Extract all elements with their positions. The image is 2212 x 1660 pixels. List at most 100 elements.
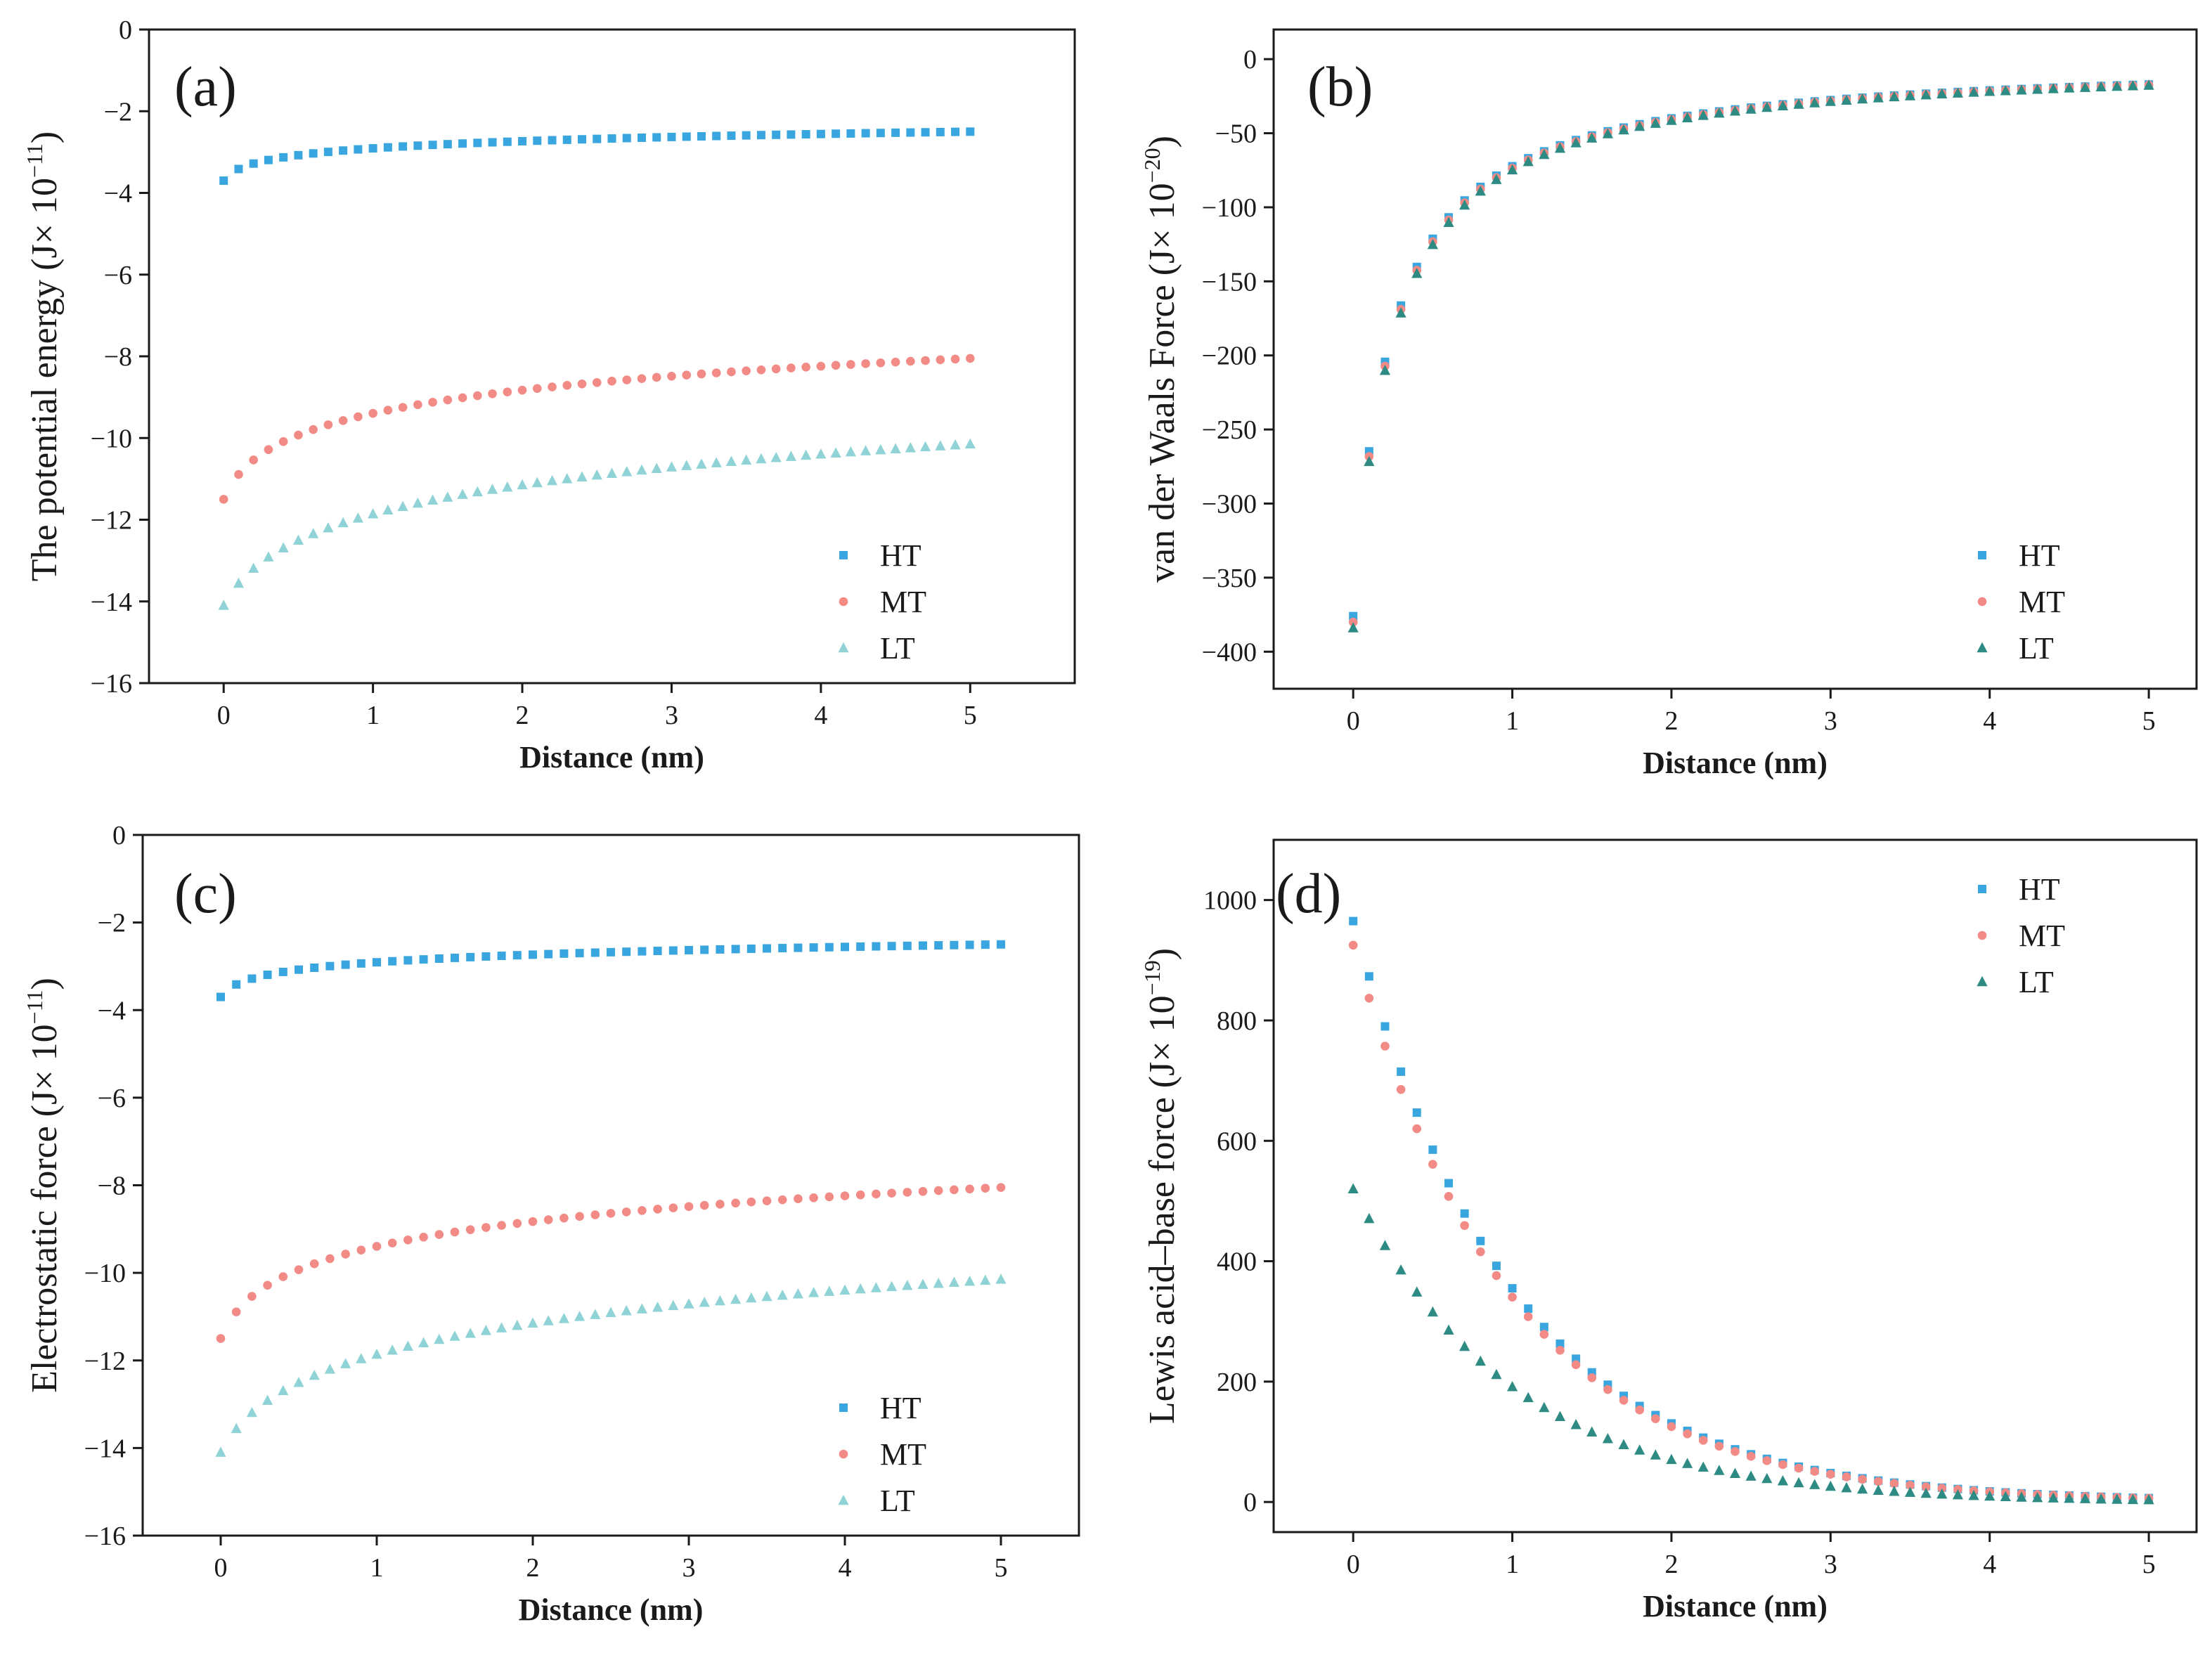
- y-tick-label: −50: [1215, 119, 1257, 149]
- data-point: [681, 460, 692, 470]
- data-point: [653, 947, 662, 956]
- plot-frame: [141, 834, 1080, 1537]
- y-tick-label: −12: [91, 506, 132, 536]
- data-point: [1842, 1472, 1851, 1481]
- y-tick-label: −2: [104, 97, 132, 127]
- data-point: [794, 943, 803, 952]
- x-tick-label: 0: [1347, 706, 1360, 736]
- data-point: [249, 159, 258, 168]
- data-point: [1794, 1463, 1804, 1473]
- data-point: [839, 1284, 850, 1295]
- data-point: [1841, 94, 1852, 105]
- data-point: [387, 1344, 398, 1355]
- data-point: [533, 136, 542, 145]
- data-point: [771, 364, 781, 374]
- x-axis-title: Distance (nm): [1643, 746, 1828, 780]
- data-point: [785, 450, 796, 461]
- data-point: [948, 1276, 959, 1287]
- legend-marker: [838, 1494, 849, 1505]
- data-point: [264, 445, 273, 455]
- data-point: [2111, 1493, 2123, 1504]
- data-point: [636, 1303, 647, 1314]
- data-point: [1809, 97, 1820, 108]
- y-tick-label: −8: [98, 1172, 126, 1201]
- data-point: [1587, 1373, 1597, 1382]
- data-point: [950, 439, 961, 450]
- data-point: [1746, 1451, 1756, 1461]
- data-point: [497, 952, 506, 961]
- x-tick-label: 1: [370, 1553, 384, 1583]
- data-point: [787, 130, 796, 139]
- data-point: [1459, 1340, 1470, 1351]
- data-point: [855, 1190, 865, 1200]
- y-tick-label: −200: [1202, 342, 1257, 371]
- data-point: [1379, 365, 1391, 375]
- legend-marker: [1977, 930, 1987, 940]
- data-point: [443, 395, 453, 405]
- data-point: [496, 1322, 507, 1332]
- data-point: [607, 134, 616, 143]
- data-point: [861, 129, 870, 138]
- data-point: [607, 947, 615, 957]
- data-point: [1475, 1355, 1486, 1366]
- data-point: [574, 1311, 586, 1321]
- x-tick-label: 5: [2142, 706, 2156, 736]
- legend-label: HT: [880, 1391, 921, 1425]
- x-tick-label: 3: [1824, 1550, 1837, 1579]
- data-point: [716, 1200, 725, 1209]
- data-point: [716, 945, 725, 954]
- data-point: [756, 365, 766, 375]
- data-point: [1666, 1453, 1677, 1465]
- data-point: [935, 440, 946, 450]
- legend-label: LT: [880, 1484, 915, 1518]
- data-point: [637, 133, 646, 142]
- data-point: [794, 1194, 803, 1204]
- y-tick-label: 200: [1217, 1368, 1257, 1397]
- data-point: [622, 375, 632, 384]
- data-point: [373, 958, 381, 967]
- data-point: [906, 356, 915, 366]
- legend-marker: [1977, 975, 1988, 987]
- data-point: [323, 420, 333, 429]
- data-point: [434, 1230, 444, 1239]
- y-tick-label: −2: [98, 909, 126, 938]
- data-point: [382, 504, 394, 515]
- legend-marker: [839, 597, 848, 607]
- data-point: [711, 457, 722, 467]
- x-tick-label: 5: [964, 701, 977, 730]
- data-point: [622, 947, 631, 957]
- data-point: [1475, 1247, 1485, 1257]
- data-point: [652, 372, 661, 382]
- data-point: [1936, 1488, 1948, 1499]
- data-point: [870, 1282, 881, 1292]
- data-point: [1554, 1411, 1566, 1422]
- data-point: [247, 974, 257, 983]
- data-point: [651, 462, 662, 474]
- data-point: [590, 948, 600, 957]
- data-point: [746, 1292, 757, 1303]
- data-point: [2127, 79, 2139, 91]
- data-point: [682, 132, 691, 141]
- data-point: [1349, 916, 1358, 926]
- data-point: [2111, 80, 2123, 91]
- data-point: [1793, 98, 1804, 109]
- data-point: [309, 149, 318, 158]
- data-point: [1348, 617, 1358, 627]
- data-point: [1634, 1444, 1645, 1455]
- panel-label: (b): [1307, 56, 1373, 118]
- data-point: [232, 980, 241, 989]
- data-point: [262, 1394, 273, 1406]
- data-point: [231, 1307, 241, 1316]
- data-point: [855, 1283, 866, 1294]
- data-point: [891, 357, 900, 367]
- y-tick-label: −150: [1202, 267, 1257, 297]
- data-point: [412, 497, 423, 508]
- legend-label: LT: [2019, 631, 2054, 666]
- x-tick-label: 5: [995, 1553, 1008, 1583]
- data-point: [488, 389, 497, 398]
- data-point: [575, 1212, 584, 1221]
- data-point: [309, 424, 318, 434]
- data-point: [323, 522, 334, 533]
- data-point: [532, 384, 542, 394]
